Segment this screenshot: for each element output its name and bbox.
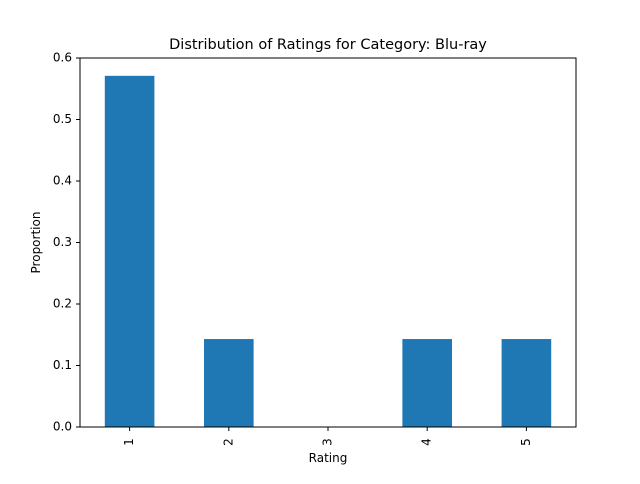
y-tick-label: 0.2 bbox=[53, 297, 72, 311]
y-tick-label: 0.5 bbox=[53, 112, 72, 126]
y-tick-label: 0.0 bbox=[53, 420, 72, 434]
chart-title: Distribution of Ratings for Category: Bl… bbox=[169, 37, 487, 53]
bar-rating-1 bbox=[104, 75, 155, 428]
bar-rating-4 bbox=[402, 339, 452, 427]
x-tick-label: 5 bbox=[519, 438, 533, 446]
x-tick-label: 3 bbox=[321, 438, 335, 446]
bars-group bbox=[104, 75, 552, 428]
y-tick-label: 0.3 bbox=[53, 235, 72, 249]
y-tick-label: 0.6 bbox=[53, 51, 72, 65]
x-tick-label: 1 bbox=[122, 438, 136, 446]
y-tick-label: 0.1 bbox=[53, 358, 72, 372]
x-axis: 1 2 3 4 5 bbox=[122, 427, 533, 446]
x-axis-label: Rating bbox=[309, 451, 348, 465]
y-axis-label: Proportion bbox=[29, 212, 43, 274]
plot-frame bbox=[79, 57, 577, 428]
y-axis: 0.0 0.1 0.2 0.3 0.4 0.5 0.6 bbox=[53, 51, 80, 434]
y-tick-label: 0.4 bbox=[53, 174, 72, 188]
x-tick-label: 2 bbox=[221, 438, 235, 446]
bar-rating-5 bbox=[501, 339, 552, 427]
bar-rating-2 bbox=[204, 339, 254, 427]
x-tick-label: 4 bbox=[420, 438, 434, 446]
